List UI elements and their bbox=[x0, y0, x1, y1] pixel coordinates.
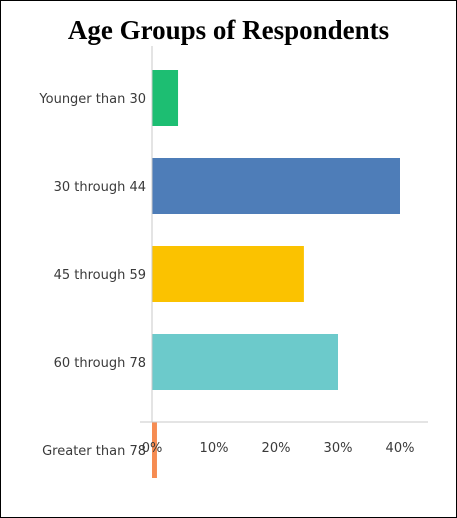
chart-title: Age Groups of Respondents bbox=[67, 15, 390, 45]
bar-greater-than-78 bbox=[152, 422, 157, 478]
x-tick-label-20: 20% bbox=[262, 441, 291, 456]
x-tick-label-0: 0% bbox=[142, 441, 163, 456]
x-tick-label-40: 40% bbox=[386, 441, 415, 456]
x-tick-label-30: 30% bbox=[324, 441, 353, 456]
bar-30-through-44 bbox=[152, 158, 400, 214]
axes-layer bbox=[140, 46, 428, 423]
bar-60-through-78 bbox=[152, 334, 338, 390]
bar-younger-than-30 bbox=[152, 70, 179, 126]
category-label-younger-than-30: Younger than 30 bbox=[38, 92, 146, 107]
category-label-60-through-78: 60 through 78 bbox=[54, 356, 146, 371]
bars-layer bbox=[152, 70, 400, 478]
category-label-greater-than-78: Greater than 78 bbox=[42, 444, 146, 459]
category-label-30-through-44: 30 through 44 bbox=[54, 180, 146, 195]
labels-layer: Younger than 30 30 through 44 45 through 5… bbox=[38, 92, 414, 459]
bar-45-through-59 bbox=[152, 246, 304, 302]
category-label-45-through-59: 45 through 59 bbox=[54, 268, 146, 283]
x-tick-label-10: 10% bbox=[200, 441, 229, 456]
